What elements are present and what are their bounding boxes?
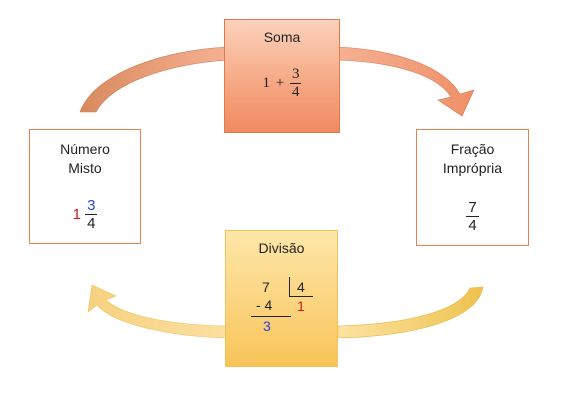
division-bracket-vertical xyxy=(289,277,290,297)
division-quotient: 1 xyxy=(297,298,305,314)
division-divisor: 4 xyxy=(297,279,305,295)
sum-fraction: 3 4 xyxy=(289,66,302,101)
division-subtraction-line xyxy=(251,316,291,317)
division-dividend: 7 xyxy=(262,279,270,295)
mixed-fraction: 3 4 xyxy=(85,197,98,232)
arrow-sum-to-improper xyxy=(337,46,475,117)
mixed-expression: 1 3 4 xyxy=(30,197,140,232)
mixed-title-line1: Número xyxy=(60,141,110,157)
sum-node: Soma 1 + 3 4 xyxy=(224,19,340,133)
mixed-title: Número Misto xyxy=(30,140,140,178)
sum-title: Soma xyxy=(263,29,301,45)
improper-title-line2: Imprópria xyxy=(442,160,503,176)
improper-title: Fração Imprópria xyxy=(417,140,528,178)
improper-fraction-node: Fração Imprópria 7 4 xyxy=(416,129,529,246)
improper-title-line1: Fração xyxy=(450,141,495,157)
mixed-numerator: 3 xyxy=(85,197,98,215)
division-title: Divisão xyxy=(258,240,305,256)
improper-expression: 7 4 xyxy=(417,199,528,234)
sum-numerator: 3 xyxy=(289,66,302,84)
mixed-denominator: 4 xyxy=(87,215,96,232)
arrow-division-to-mixed xyxy=(87,284,227,339)
improper-numerator: 7 xyxy=(466,199,479,217)
sum-operator: + xyxy=(275,75,285,91)
mixed-title-line2: Misto xyxy=(68,160,102,176)
improper-fraction: 7 4 xyxy=(466,199,479,234)
sum-denominator: 4 xyxy=(291,84,300,100)
arrow-improper-to-division xyxy=(337,286,484,339)
sum-whole: 1 xyxy=(262,75,271,91)
arrow-mixed-to-sum xyxy=(79,46,229,113)
improper-denominator: 4 xyxy=(468,217,477,234)
division-bracket-horizontal xyxy=(289,296,313,297)
division-node: Divisão 7 4 - 4 1 3 xyxy=(225,230,338,367)
mixed-number-node: Número Misto 1 3 4 xyxy=(29,129,141,244)
long-division: 7 4 - 4 1 3 xyxy=(226,231,339,368)
division-remainder: 3 xyxy=(263,318,271,334)
division-subtrahend: - 4 xyxy=(256,297,273,313)
sum-expression: 1 + 3 4 xyxy=(225,66,339,101)
mixed-whole: 1 xyxy=(72,206,81,223)
